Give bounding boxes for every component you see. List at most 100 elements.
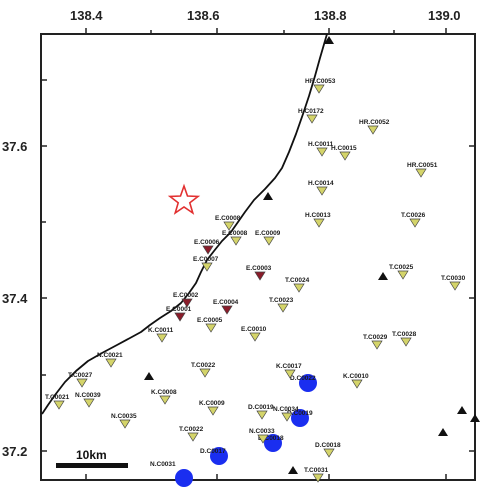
- volcano-icon: [263, 192, 273, 200]
- station-label: T.C0031: [304, 467, 329, 474]
- scale-bar: [56, 463, 128, 468]
- station-label: T.C0030: [441, 275, 466, 282]
- lon-tick-label: 138.4: [70, 8, 103, 23]
- lon-ticks: [85, 28, 447, 480]
- station-icon: [249, 332, 261, 342]
- station-label: T.C0028: [392, 331, 417, 338]
- station-markers-red: E.C0006 E.C0003 E.C0002 E.C0004 E.C0001: [166, 239, 272, 322]
- station-label: HR.C0051: [407, 162, 438, 169]
- station-label: H.C0172: [298, 108, 324, 115]
- volcano-icon: [144, 372, 154, 380]
- volcano-icon: [378, 272, 388, 280]
- large-station-circle: [210, 447, 228, 465]
- station-label: E.C0006: [194, 239, 220, 246]
- station-icon: [156, 333, 168, 343]
- station-icon: [187, 432, 199, 442]
- station-icon: [316, 186, 328, 196]
- station-label: N.C0021: [97, 352, 123, 359]
- station-icon: [397, 270, 409, 280]
- station-label: H.C0015: [331, 145, 357, 152]
- station-icon: [306, 114, 318, 124]
- large-station-circle: [299, 374, 317, 392]
- station-icon: [400, 337, 412, 347]
- station-icon: [174, 312, 186, 322]
- station-label: E.C0002: [173, 292, 199, 299]
- lat-ticks: [41, 79, 475, 452]
- station-icon: [415, 168, 427, 178]
- lat-tick-label: 37.2: [2, 444, 27, 459]
- station-label: E.C0007: [193, 256, 219, 263]
- station-icon: [201, 262, 213, 272]
- station-label: T.C0026: [401, 212, 426, 219]
- volcano-icon: [457, 406, 467, 414]
- station-label: N.C0034: [273, 406, 299, 413]
- station-icon: [257, 434, 269, 444]
- station-icon: [159, 395, 171, 405]
- volcano-icon: [324, 36, 334, 44]
- station-label: HR.C0053: [305, 78, 336, 85]
- station-label: T.C0022: [191, 362, 216, 369]
- station-label: E.C0008: [222, 230, 248, 237]
- lat-tick-label: 37.4: [2, 291, 28, 306]
- station-label: T.C0023: [269, 297, 294, 304]
- circle-label: D.C0022: [290, 375, 316, 382]
- volcano-icon: [470, 414, 480, 422]
- large-station-circle: [264, 434, 282, 452]
- station-label: HR.C0052: [359, 119, 390, 126]
- station-label: K.C0008: [151, 389, 177, 396]
- station-icon: [199, 368, 211, 378]
- scale-bar-label: 10km: [76, 448, 107, 462]
- station-label: E.C0003: [246, 265, 272, 272]
- station-label: E.C0008: [215, 215, 241, 222]
- lon-tick-label: 138.8: [314, 8, 347, 23]
- station-label: E.C0001: [166, 306, 192, 313]
- station-icon: [207, 406, 219, 416]
- volcano-icon: [438, 428, 448, 436]
- station-label: K.C0009: [199, 400, 225, 407]
- circle-label: N.C0031: [150, 461, 176, 468]
- station-icon: [221, 305, 233, 315]
- lat-tick-label: 37.6: [2, 139, 27, 154]
- station-icon: [83, 398, 95, 408]
- map-frame: [40, 33, 476, 481]
- station-label: H.C0013: [305, 212, 331, 219]
- station-label: E.C0005: [197, 317, 223, 324]
- station-icon: [449, 281, 461, 291]
- station-label: E.C0009: [255, 230, 281, 237]
- station-icon: [313, 218, 325, 228]
- station-icon: [277, 303, 289, 313]
- station-label: E.C0004: [213, 299, 239, 306]
- station-icon: [323, 448, 335, 458]
- station-icon: [256, 410, 268, 420]
- station-icon: [409, 218, 421, 228]
- station-icon: [316, 147, 328, 157]
- station-icon: [371, 340, 383, 350]
- station-icon: [181, 298, 193, 308]
- station-icon: [339, 151, 351, 161]
- strong-motion-circles: [175, 374, 317, 487]
- station-label: K.C0011: [148, 327, 174, 334]
- station-icon: [53, 400, 65, 410]
- station-icon: [76, 378, 88, 388]
- station-label: T.C0029: [363, 334, 388, 341]
- station-label: T.C0021: [45, 394, 70, 401]
- volcano-icon: [288, 466, 298, 474]
- station-label: N.C0039: [75, 392, 101, 399]
- station-icon: [312, 473, 324, 483]
- station-icon: [230, 236, 242, 246]
- circle-label: D.C0019: [287, 410, 313, 417]
- station-label: E.C0010: [241, 326, 267, 333]
- circle-label: D.C0017: [200, 448, 226, 455]
- station-label: T.C0024: [285, 277, 310, 284]
- station-label: K.C0017: [276, 363, 302, 370]
- station-icon: [223, 221, 235, 231]
- station-icon: [119, 419, 131, 429]
- station-label: T.C0022: [179, 426, 204, 433]
- station-label: T.C0027: [68, 372, 93, 379]
- station-label: H.C0014: [308, 180, 334, 187]
- station-icon: [254, 271, 266, 281]
- circle-label: D.C0018: [258, 435, 284, 442]
- station-label: K.C0010: [343, 373, 369, 380]
